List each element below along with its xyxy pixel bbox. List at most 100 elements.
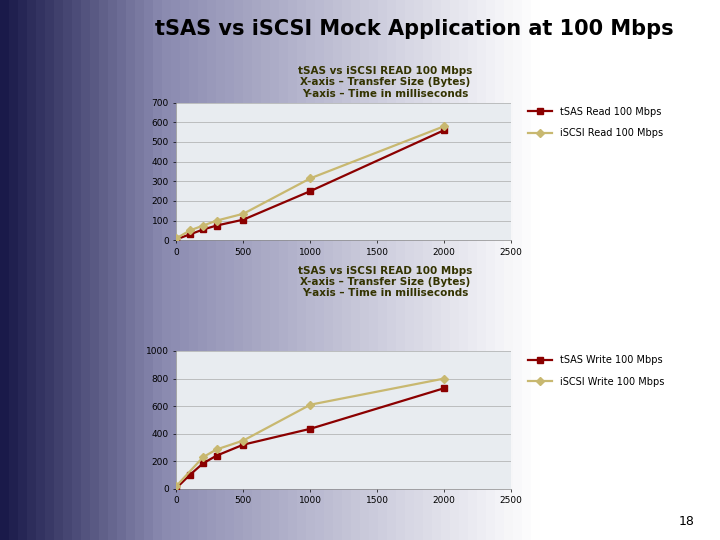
Bar [504,0,514,540]
Bar [225,0,235,540]
Bar [306,0,316,540]
Bar [657,0,667,540]
Text: 18: 18 [679,515,695,528]
Bar [639,0,649,540]
tSAS Write 100 Mbps [186,472,194,478]
Text: Y-axis – Time in milliseconds: Y-axis – Time in milliseconds [302,89,469,99]
Bar [153,0,163,540]
iSCSI Read 100 Mbps [212,218,221,224]
Bar [288,0,298,540]
Bar [108,0,118,540]
Bar [369,0,379,540]
Bar [18,0,28,540]
iSCSI Write 100 Mbps [199,454,207,460]
Bar [441,0,451,540]
iSCSI Read 100 Mbps [239,211,248,217]
iSCSI Read 100 Mbps [199,222,207,229]
tSAS Write 100 Mbps [306,426,315,432]
Bar [603,0,613,540]
Text: X-axis – Transfer Size (Bytes): X-axis – Transfer Size (Bytes) [300,77,470,87]
Bar [396,0,406,540]
Bar [63,0,73,540]
Bar [126,0,136,540]
tSAS Read 100 Mbps [306,188,315,194]
Bar [549,0,559,540]
Legend: tSAS Write 100 Mbps, iSCSI Write 100 Mbps: tSAS Write 100 Mbps, iSCSI Write 100 Mbp… [526,353,667,389]
Bar [270,0,280,540]
iSCSI Write 100 Mbps [440,375,449,382]
Bar [387,0,397,540]
Bar [495,0,505,540]
Bar [531,0,541,540]
Bar [621,0,631,540]
Bar [630,0,640,540]
iSCSI Write 100 Mbps [306,401,315,408]
Bar [432,0,442,540]
iSCSI Read 100 Mbps [172,235,181,241]
Bar [360,0,370,540]
Bar [261,0,271,540]
Bar [414,0,424,540]
Bar [675,0,685,540]
Bar [567,0,577,540]
Bar [594,0,604,540]
Bar [171,0,181,540]
Bar [117,0,127,540]
Bar [90,0,100,540]
Bar [198,0,208,540]
Bar [585,0,595,540]
Bar [684,0,694,540]
Text: tSAS vs iSCSI READ 100 Mbps: tSAS vs iSCSI READ 100 Mbps [298,266,472,276]
Bar [45,0,55,540]
Text: Y-axis – Time in milliseconds: Y-axis – Time in milliseconds [302,288,469,299]
Bar [0,0,10,540]
Bar [162,0,172,540]
tSAS Write 100 Mbps [440,385,449,392]
Bar [666,0,676,540]
iSCSI Write 100 Mbps [212,446,221,453]
Bar [9,0,19,540]
iSCSI Read 100 Mbps [306,175,315,181]
Bar [486,0,496,540]
tSAS Write 100 Mbps [172,485,181,491]
iSCSI Write 100 Mbps [172,483,181,489]
Line: iSCSI Read 100 Mbps: iSCSI Read 100 Mbps [174,124,447,241]
Bar [297,0,307,540]
Bar [468,0,478,540]
Bar [648,0,658,540]
Bar [234,0,244,540]
Bar [81,0,91,540]
Bar [135,0,145,540]
tSAS Read 100 Mbps [172,236,181,242]
Bar [36,0,46,540]
tSAS Write 100 Mbps [239,441,248,448]
Bar [207,0,217,540]
Bar [324,0,334,540]
Bar [243,0,253,540]
Bar [180,0,190,540]
Bar [27,0,37,540]
Text: tSAS vs iSCSI READ 100 Mbps: tSAS vs iSCSI READ 100 Mbps [298,66,472,76]
Bar [423,0,433,540]
Bar [315,0,325,540]
Bar [378,0,388,540]
Bar [477,0,487,540]
Bar [252,0,262,540]
Bar [342,0,352,540]
Bar [189,0,199,540]
Text: tSAS vs iSCSI Mock Application at 100 Mbps: tSAS vs iSCSI Mock Application at 100 Mb… [155,19,673,39]
Bar [513,0,523,540]
Line: tSAS Write 100 Mbps: tSAS Write 100 Mbps [174,386,447,491]
Text: X-axis – Transfer Size (Bytes): X-axis – Transfer Size (Bytes) [300,277,470,287]
iSCSI Write 100 Mbps [239,437,248,444]
Line: tSAS Read 100 Mbps: tSAS Read 100 Mbps [174,127,447,242]
Bar [405,0,415,540]
tSAS Write 100 Mbps [212,453,221,459]
Bar [558,0,568,540]
Bar [693,0,703,540]
Bar [72,0,82,540]
tSAS Read 100 Mbps [212,222,221,229]
tSAS Read 100 Mbps [440,127,449,133]
tSAS Read 100 Mbps [186,231,194,238]
Bar [144,0,154,540]
